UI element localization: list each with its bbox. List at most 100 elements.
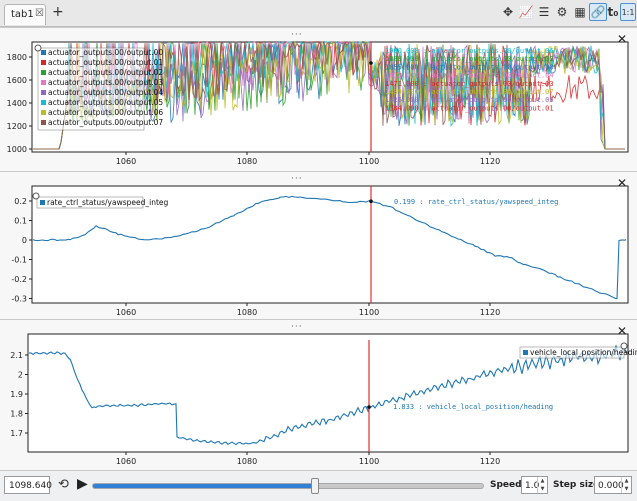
legend-swatch	[523, 350, 528, 355]
tracker-value: 1426.000 : actuator_outputs.00/output.05	[385, 96, 554, 104]
tracker-value: 1900.000 : actuator_outputs.00/output.06	[385, 47, 554, 55]
y-tick-label: 1.9	[10, 390, 23, 399]
tracker-value: 0.199 : rate_ctrl_status/yawspeed_integ	[394, 198, 558, 206]
legend-entry: actuator_outputs.00/output.05	[48, 98, 163, 107]
plot-panel-actuators[interactable]: ··· ✕ 1800 1600 1400 1200 1000 1060 1080 1100 11…	[0, 27, 637, 171]
legend-entry: actuator_outputs.00/output.07	[48, 118, 163, 127]
play-icon[interactable]: ▶	[77, 476, 88, 492]
time-slider[interactable]	[92, 483, 484, 489]
x-tick-label: 1080	[237, 457, 257, 466]
close-icon[interactable]: ✕	[616, 32, 627, 46]
x-tick-label: 1060	[116, 157, 136, 166]
plot-panel-yawspeed[interactable]: ··· ✕ 0.2 0.1 0 -0.1 -0.2 -0.3 1060 1080 1100 112…	[0, 171, 637, 319]
drag-handle[interactable]: ···	[291, 174, 303, 184]
plot-canvas[interactable]: 0.2 0.1 0 -0.1 -0.2 -0.3 1060 1080 1100 1120 rate_…	[0, 172, 637, 319]
tab-close-icon[interactable]: ☒	[35, 8, 44, 19]
time-display[interactable]: 1098.640	[4, 476, 52, 494]
time-slider-handle[interactable]	[311, 478, 320, 494]
tab-label: tab1	[11, 9, 34, 20]
x-tick-label: 1120	[480, 308, 500, 317]
legend-entry: actuator_outputs.00/output.04	[48, 88, 163, 97]
y-tick-label: 0	[22, 236, 27, 245]
legend-swatch	[41, 80, 46, 85]
drag-handle[interactable]: ···	[291, 30, 303, 40]
series-line-heading	[28, 345, 627, 446]
legend-entry: actuator_outputs.00/output.03	[48, 78, 163, 87]
y-tick-label: 1800	[7, 53, 27, 62]
x-tick-label: 1120	[480, 157, 500, 166]
spin-up-icon[interactable]: ▲	[540, 478, 545, 484]
tracker-dot	[369, 199, 373, 203]
step-size-label: Step size:	[553, 480, 603, 490]
x-tick-label: 1080	[237, 157, 257, 166]
loop-icon[interactable]: ⟲	[58, 477, 69, 492]
tracker-value: 1439.000 : actuator_outputs.00/output.07	[385, 88, 554, 96]
move-icon[interactable]: ✥	[502, 5, 514, 19]
x-tick-label: 1080	[237, 308, 257, 317]
legend-handle	[32, 192, 40, 200]
grid-icon[interactable]: ▦	[574, 5, 586, 19]
spin-down-icon[interactable]: ▼	[540, 486, 545, 492]
chart-icon[interactable]: 📈	[518, 5, 534, 19]
legend-swatch	[41, 120, 46, 125]
x-tick-label: 1060	[116, 308, 136, 317]
legend-box	[37, 47, 145, 131]
legend-entry: actuator_outputs.00/output.06	[48, 108, 163, 117]
tracker-value: 1888.000 : actuator_outputs.00/output.02	[385, 55, 554, 63]
add-tab-button[interactable]: +	[52, 4, 64, 20]
drag-handle[interactable]: ···	[291, 322, 303, 332]
spin-up-icon[interactable]: ▲	[624, 478, 629, 484]
y-tick-label: 1200	[7, 122, 27, 131]
y-tick-label: -0.3	[11, 295, 27, 304]
legend-entry: actuator_outputs.00/output.00	[48, 48, 163, 57]
series-line-yawspeed-integ	[32, 195, 627, 300]
speed-spinbox[interactable]: 1.0 ▲ ▼	[521, 476, 548, 494]
y-tick-label: 1000	[7, 145, 27, 154]
tracker-value: 1471.000 : actuator_outputs.00/output.03	[385, 80, 554, 88]
tracker-dot	[369, 61, 373, 65]
plot-canvas[interactable]: 1800 1600 1400 1200 1000 1060 1080 1100 1120 actu…	[0, 28, 637, 171]
ratio-button[interactable]: 1:1	[620, 3, 636, 21]
legend-swatch	[41, 90, 46, 95]
y-tick-label: 1.8	[10, 410, 23, 419]
tab-bar: tab1 ☒ + ✥ 📈 ☰ ⚙ ▦ 🔗 t₀ 1:1	[0, 0, 637, 27]
tracker-value: 1813.000 : actuator_outputs.00/output.04	[385, 72, 554, 80]
gear-icon[interactable]: ⚙	[556, 5, 568, 19]
tracker-dot	[367, 405, 371, 409]
legend-handle	[34, 44, 42, 52]
tracker-value: 1384.000 : actuator_outputs.00/output.01	[385, 104, 554, 112]
y-tick-label: 1400	[7, 99, 27, 108]
y-tick-label: 1600	[7, 76, 27, 85]
legend-entry: actuator_outputs.00/output.01	[48, 58, 163, 67]
close-icon[interactable]: ✕	[616, 324, 627, 338]
speed-label: Speed:	[490, 480, 526, 490]
t0-button[interactable]: t₀	[607, 5, 619, 19]
close-icon[interactable]: ✕	[616, 176, 627, 190]
legend-box	[519, 346, 625, 359]
legend-swatch	[40, 200, 45, 205]
y-tick-label: 2.1	[10, 351, 23, 360]
plot-canvas[interactable]: 2.1 2 1.9 1.8 1.7 1060 1080 1100 1120 vehicle_loc…	[0, 320, 637, 470]
y-tick-label: 0.2	[14, 197, 27, 206]
list-icon[interactable]: ☰	[538, 5, 550, 19]
tracker-value: 1.833 : vehicle_local_position/heading	[393, 403, 553, 411]
legend-swatch	[41, 60, 46, 65]
y-tick-label: -0.1	[11, 256, 27, 265]
legend-entry: vehicle_local_position/heading	[530, 348, 637, 357]
link-time-icon[interactable]: 🔗	[589, 3, 607, 21]
legend-entry: actuator_outputs.00/output.02	[48, 68, 163, 77]
legend-entry: rate_ctrl_status/yawspeed_integ	[47, 198, 169, 207]
legend-handle	[620, 342, 628, 350]
tab-tab1[interactable]: tab1 ☒	[4, 4, 46, 25]
x-tick-label: 1100	[359, 457, 379, 466]
step-size-spinbox[interactable]: 0.000 ▲ ▼	[594, 476, 632, 494]
legend-swatch	[41, 110, 46, 115]
legend-swatch	[41, 100, 46, 105]
y-tick-label: 0.1	[14, 217, 27, 226]
y-tick-label: -0.2	[11, 275, 27, 284]
plot-panel-heading[interactable]: ··· ✕ 2.1 2 1.9 1.8 1.7 1060 1080 1100 1120 vehic…	[0, 319, 637, 470]
time-slider-fill	[93, 484, 316, 488]
step-size-value: 0.000	[598, 481, 624, 491]
playback-bar: 1098.640 ⟲ ▶ Speed: 1.0 ▲ ▼ Step size: 0.…	[0, 470, 637, 501]
spin-down-icon[interactable]: ▼	[624, 486, 629, 492]
